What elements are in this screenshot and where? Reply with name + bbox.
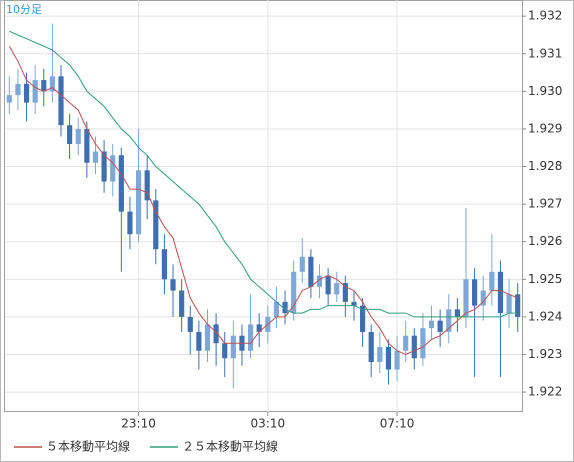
candle-body [58,76,64,126]
x-tick-label: 23:10 [121,417,156,431]
candle-body [135,170,142,235]
candle-body [23,83,30,103]
candle-body [32,80,38,103]
candle-body [179,290,185,317]
x-tick-label: 07:10 [380,417,415,431]
candle-body [49,76,55,92]
candle-body [360,305,366,332]
candle-body [75,128,81,144]
y-tick-label: 1.931 [528,46,562,60]
candle-body [196,331,202,351]
candle-body [506,294,512,314]
candle-body [247,324,254,351]
candle-body [118,155,124,212]
candle-body [84,128,90,163]
candle-body [256,324,262,332]
candle-body [273,301,280,317]
candle-body [161,249,167,280]
candle-body [489,271,495,291]
x-tick-label: 03:10 [251,417,286,431]
candle-body [428,320,435,329]
y-tick-label: 1.929 [528,121,562,135]
candle-body [463,279,469,317]
candle-body [291,271,297,314]
candle-body [213,324,219,344]
timeframe-label: 10分足 [6,3,42,16]
candle-body [454,309,460,317]
y-tick-label: 1.925 [528,272,562,286]
y-tick-label: 1.930 [528,84,562,98]
candle-body [325,275,331,295]
candle-body [377,346,383,363]
candle-body [153,200,159,250]
legend-label: ５本移動平均線 [46,439,130,454]
y-tick-label: 1.932 [528,9,562,23]
candle-body [67,125,73,144]
candle-body [446,309,452,332]
legend-label: ２５本移動平均線 [182,439,278,454]
candle-body [222,343,228,359]
y-tick-label: 1.926 [528,234,562,248]
candle-body [41,80,47,92]
candle-body [342,283,348,302]
candle-body [187,316,193,332]
ma-line [8,45,518,356]
y-tick-label: 1.927 [528,197,562,211]
candle-body [170,279,176,291]
candle-body [230,335,236,359]
y-tick-label: 1.923 [528,347,562,361]
ma-line [9,30,518,318]
y-tick-label: 1.924 [528,309,562,323]
candle-body [308,256,314,287]
candle-body [204,324,211,351]
candle-body [334,283,340,295]
candle-body [497,271,504,314]
candle-body [385,346,392,370]
plot-area [4,0,523,412]
candle-body [101,151,107,182]
candle-body [299,256,305,272]
candle-body [6,95,12,103]
y-tick-label: 1.928 [528,159,562,173]
candle-body [411,335,417,359]
candle-body [282,301,288,314]
candle-body [403,335,409,351]
candle-body [144,170,150,201]
candle-body [351,301,357,306]
candle-body [437,320,443,332]
candle-body [110,155,116,182]
candle-body [420,328,426,359]
candle-body [472,279,478,306]
candle-body [480,290,486,306]
y-tick-label: 1.922 [528,385,562,399]
candle-body [127,211,133,235]
candle-body [394,350,400,370]
candle-body [515,294,521,317]
candle-body [316,275,323,287]
candle-body [15,83,21,96]
candle-body [92,151,99,163]
candle-body [368,331,374,363]
